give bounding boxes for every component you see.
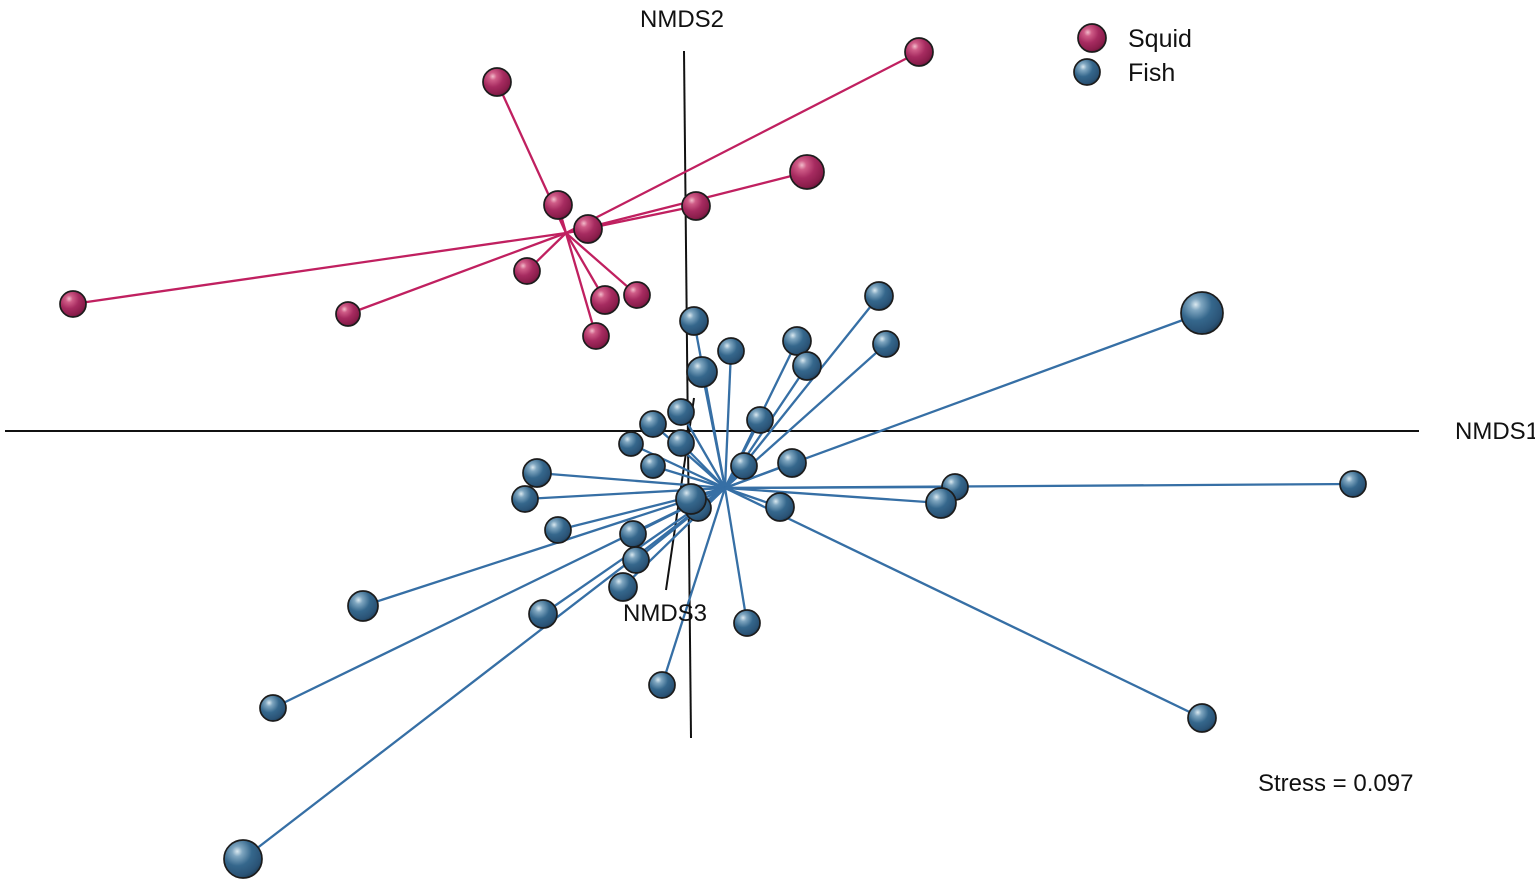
spider-line bbox=[700, 371, 727, 489]
data-point-fish bbox=[667, 429, 695, 457]
data-point-fish bbox=[925, 487, 957, 519]
data-point-fish bbox=[223, 839, 263, 879]
data-point-squid bbox=[681, 191, 711, 221]
data-point-fish bbox=[675, 483, 707, 515]
spider-line bbox=[724, 486, 1203, 720]
data-point-fish bbox=[872, 330, 900, 358]
axis-label-nmds2: NMDS2 bbox=[639, 6, 725, 33]
spider-line bbox=[724, 482, 1354, 490]
data-point-fish bbox=[544, 516, 572, 544]
spider-line bbox=[272, 486, 726, 710]
data-point-fish bbox=[864, 281, 894, 311]
data-point-squid bbox=[543, 190, 573, 220]
spider-line bbox=[242, 487, 726, 860]
data-point-fish bbox=[1187, 703, 1217, 733]
spider-line bbox=[72, 231, 567, 306]
data-point-fish bbox=[746, 406, 774, 434]
points-fish bbox=[223, 281, 1367, 879]
spider-line bbox=[362, 486, 726, 608]
data-point-fish bbox=[347, 590, 379, 622]
data-point-fish bbox=[648, 671, 676, 699]
axis-label-nmds3: NMDS3 bbox=[622, 600, 708, 627]
spider-line bbox=[660, 487, 727, 686]
data-point-fish bbox=[622, 546, 650, 574]
spider-line bbox=[723, 350, 733, 489]
spider-lines-fish bbox=[242, 295, 1354, 860]
data-point-squid bbox=[482, 67, 512, 97]
data-point-fish bbox=[733, 609, 761, 637]
legend-label-squid: Squid bbox=[1128, 25, 1192, 53]
data-point-fish bbox=[522, 458, 552, 488]
spider-line bbox=[565, 50, 920, 235]
data-point-fish bbox=[686, 356, 718, 388]
data-point-fish bbox=[608, 572, 638, 602]
spider-line bbox=[347, 231, 567, 316]
spider-line bbox=[723, 487, 749, 624]
data-point-squid bbox=[59, 290, 87, 318]
data-point-fish bbox=[618, 431, 644, 457]
legend-label-fish: Fish bbox=[1128, 59, 1176, 87]
data-point-squid bbox=[513, 257, 541, 285]
data-point-squid bbox=[582, 322, 610, 350]
data-point-fish bbox=[765, 492, 795, 522]
data-point-fish bbox=[717, 337, 745, 365]
data-point-fish bbox=[777, 448, 807, 478]
data-point-fish bbox=[792, 351, 822, 381]
data-point-fish bbox=[259, 694, 287, 722]
data-point-fish bbox=[667, 398, 695, 426]
spider-line bbox=[564, 232, 598, 337]
spider-line bbox=[724, 486, 942, 505]
spider-line bbox=[565, 232, 638, 296]
data-point-fish bbox=[1180, 291, 1224, 335]
stress-annotation: Stress = 0.097 bbox=[1258, 770, 1414, 797]
spider-line bbox=[630, 442, 726, 490]
data-point-fish bbox=[619, 520, 647, 548]
spider-line bbox=[680, 411, 726, 489]
axis-label-nmds1: NMDS1 bbox=[1455, 418, 1535, 445]
legend-marker-squid bbox=[1077, 23, 1107, 53]
data-point-fish bbox=[528, 599, 558, 629]
data-point-squid bbox=[789, 154, 825, 190]
data-point-fish bbox=[639, 410, 667, 438]
points-squid bbox=[59, 37, 934, 350]
data-point-fish bbox=[1339, 470, 1367, 498]
data-point-fish bbox=[511, 485, 539, 513]
data-point-squid bbox=[335, 301, 361, 327]
data-point-squid bbox=[573, 214, 603, 244]
legend-marker-fish bbox=[1073, 58, 1101, 86]
data-point-fish bbox=[730, 452, 758, 480]
data-point-fish bbox=[679, 306, 709, 336]
data-point-squid bbox=[590, 285, 620, 315]
data-point-squid bbox=[904, 37, 934, 67]
data-point-fish bbox=[640, 453, 666, 479]
axis-line-nmds2 bbox=[683, 50, 692, 739]
data-point-squid bbox=[623, 281, 651, 309]
data-point-fish bbox=[782, 326, 812, 356]
